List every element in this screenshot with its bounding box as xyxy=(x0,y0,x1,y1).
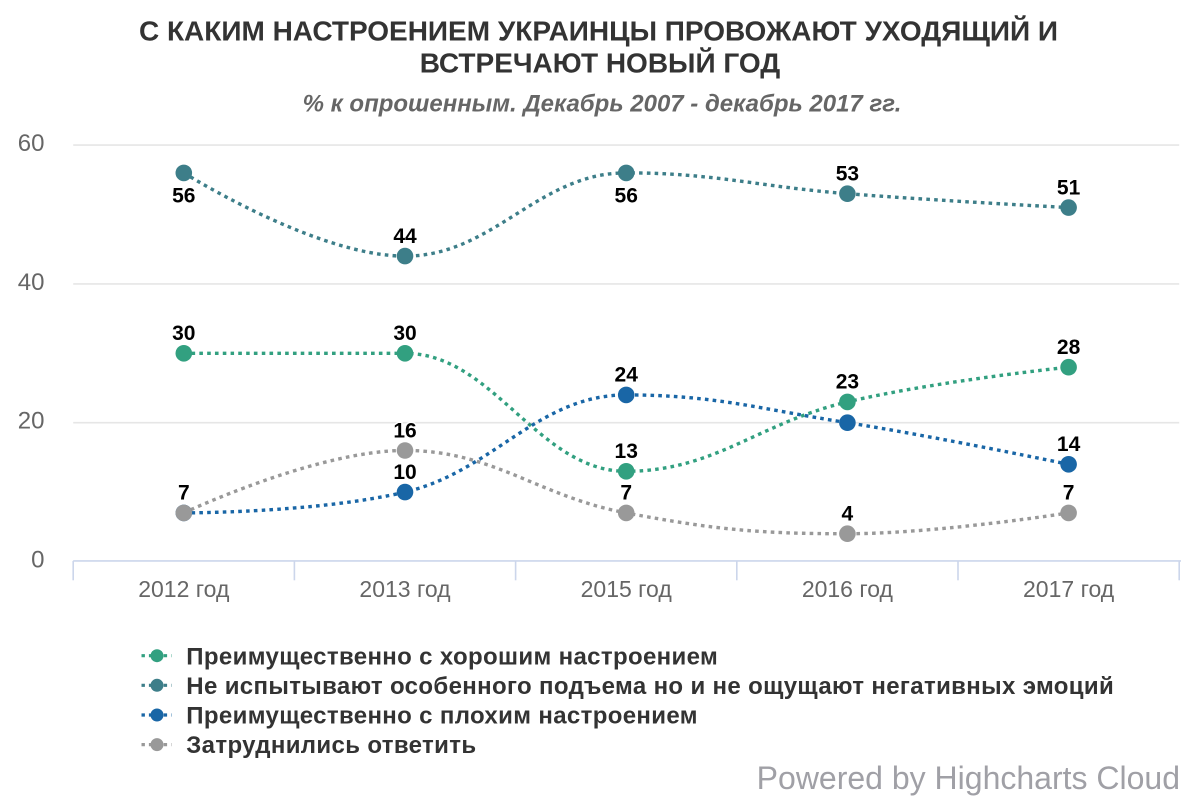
svg-text:23: 23 xyxy=(836,371,859,394)
svg-text:40: 40 xyxy=(18,269,45,296)
svg-text:44: 44 xyxy=(393,225,417,248)
svg-text:30: 30 xyxy=(172,322,195,345)
svg-text:Преимущественно с плохим настр: Преимущественно с плохим настроением xyxy=(186,703,698,730)
svg-text:7: 7 xyxy=(178,482,190,505)
svg-text:51: 51 xyxy=(1057,176,1081,199)
svg-text:16: 16 xyxy=(393,419,416,442)
svg-text:20: 20 xyxy=(18,408,45,435)
svg-text:% к опрошенным. Декабрь 2007 -: % к опрошенным. Декабрь 2007 - декабрь 2… xyxy=(303,91,902,118)
svg-text:30: 30 xyxy=(393,322,416,345)
svg-text:24: 24 xyxy=(615,364,639,387)
svg-text:56: 56 xyxy=(615,184,638,207)
svg-text:2017 год: 2017 год xyxy=(1023,576,1115,602)
svg-text:53: 53 xyxy=(836,163,859,186)
svg-text:60: 60 xyxy=(18,130,45,157)
svg-text:7: 7 xyxy=(620,482,632,505)
svg-text:Преимущественно с хорошим наст: Преимущественно с хорошим настроением xyxy=(186,643,718,670)
svg-text:0: 0 xyxy=(31,547,44,574)
svg-text:2013 год: 2013 год xyxy=(359,576,451,602)
svg-text:13: 13 xyxy=(615,440,638,463)
svg-text:Затруднились ответить: Затруднились ответить xyxy=(186,732,476,759)
svg-text:ВСТРЕЧАЮТ НОВЫЙ ГОД: ВСТРЕЧАЮТ НОВЫЙ ГОД xyxy=(420,46,781,78)
svg-text:7: 7 xyxy=(1063,482,1075,505)
svg-text:2016 год: 2016 год xyxy=(802,576,894,602)
svg-text:2015 год: 2015 год xyxy=(581,576,673,602)
svg-text:56: 56 xyxy=(172,184,195,207)
svg-text:14: 14 xyxy=(1057,433,1081,456)
svg-text:4: 4 xyxy=(842,503,854,526)
svg-text:2012 год: 2012 год xyxy=(138,576,230,602)
svg-text:28: 28 xyxy=(1057,336,1081,359)
svg-text:10: 10 xyxy=(393,461,416,484)
svg-text:Не испытывают особенного подъе: Не испытывают особенного подъема но и не… xyxy=(186,673,1114,700)
svg-text:Powered by Highcharts Cloud: Powered by Highcharts Cloud xyxy=(757,760,1180,796)
svg-text:С КАКИМ НАСТРОЕНИЕМ УКРАИНЦЫ П: С КАКИМ НАСТРОЕНИЕМ УКРАИНЦЫ ПРОВОЖАЮТ У… xyxy=(139,15,1058,47)
